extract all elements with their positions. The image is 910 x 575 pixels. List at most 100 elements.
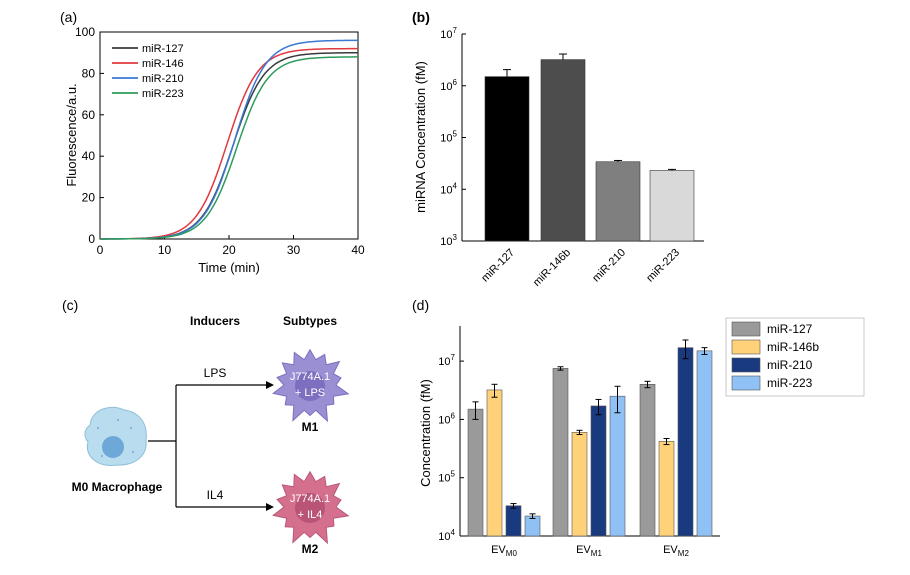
y-tick-base: 10 <box>438 531 450 543</box>
inducers-header: Inducers <box>190 314 240 328</box>
branch-connector <box>148 384 268 508</box>
panel-a-series-lines <box>100 39 359 240</box>
y-tick-label: 104 <box>440 181 457 196</box>
arrow-to-m1-icon <box>266 381 274 389</box>
il4-inducer-label: IL4 <box>207 488 224 502</box>
group-label-base: EV <box>576 544 591 556</box>
group-label-base: EV <box>491 544 506 556</box>
legend-label-mir-223: miR-223 <box>767 376 813 390</box>
panel-a-y-ticks: 0 20 40 60 80 100 <box>75 25 104 246</box>
y-tick-base: 10 <box>440 236 452 248</box>
y-tick-label: 103 <box>440 233 457 248</box>
y-tick-base: 10 <box>440 184 452 196</box>
legend-label-mir-146b: miR-146b <box>767 340 819 354</box>
panel-b-bars: miR-127 miR-146b miR-210 miR-223 <box>479 53 695 289</box>
y-tick-label: 104 <box>438 528 455 543</box>
series-line-mir-146 <box>100 47 358 240</box>
x-tick-label-mir-210: miR-210 <box>590 247 628 285</box>
series-line-mir-127 <box>100 52 358 240</box>
panel-d-y-axis-label: Concentration (fM) <box>418 379 433 487</box>
group-label-m0: EVM0 <box>491 544 517 558</box>
panel-b-label: (b) <box>412 9 430 25</box>
m1-nucleus <box>295 371 325 401</box>
y-tick-label: 106 <box>438 411 455 426</box>
legend-swatch-mir-127 <box>731 321 761 337</box>
y-tick-base: 10 <box>438 473 450 485</box>
bar-mir-223 <box>649 170 695 242</box>
bar-mir-210 <box>595 161 641 242</box>
y-tick-label: 20 <box>82 191 96 205</box>
panel-a-y-axis-label: Fluorescence/a.u. <box>64 83 79 186</box>
m0-label: M0 Macrophage <box>72 480 163 494</box>
bar-mir-127-m2 <box>639 383 656 537</box>
m2-cell-line: J774A.1 <box>290 493 330 505</box>
y-tick-base: 10 <box>440 29 452 41</box>
bar-mir-210-m0 <box>505 505 522 537</box>
legend-swatch-mir-210 <box>731 357 761 373</box>
group-label-m2: EVM2 <box>663 544 689 558</box>
y-tick-label: 100 <box>75 25 95 39</box>
series-line-mir-223 <box>100 56 358 240</box>
bar-mir-146b-m2 <box>658 441 675 537</box>
panel-a-x-axis-label: Time (min) <box>198 260 260 275</box>
m1-cell-line: J774A.1 <box>290 371 330 383</box>
group-label-subscript: M2 <box>678 549 690 558</box>
bar-mir-146b-m0 <box>486 389 503 537</box>
legend-label-mir-210: miR-210 <box>142 73 184 85</box>
x-tick-label: 0 <box>97 243 104 257</box>
group-label-subscript: M0 <box>506 549 518 558</box>
bar-mir-223-m2 <box>696 350 713 537</box>
y-tick-exponent: 5 <box>451 470 456 479</box>
bar-mir-223-m1 <box>609 395 626 537</box>
subtypes-header: Subtypes <box>283 314 337 328</box>
y-tick-exponent: 6 <box>451 411 456 420</box>
legend-label-mir-223: miR-223 <box>142 88 184 100</box>
y-tick-label: 40 <box>82 149 96 163</box>
m1-label: M1 <box>302 420 319 434</box>
bar-mir-127 <box>484 76 530 242</box>
y-tick-exponent: 7 <box>453 26 458 35</box>
bar-mir-210-m2 <box>677 347 694 537</box>
y-tick-exponent: 4 <box>453 181 458 190</box>
x-tick-label: 30 <box>287 243 301 257</box>
x-tick-label: 20 <box>222 243 236 257</box>
y-tick-label: 0 <box>88 232 95 246</box>
panel-a: (a) 0 10 20 30 40 0 20 40 60 80 100 Time (min) Fl… <box>60 9 365 275</box>
y-tick-exponent: 6 <box>453 78 458 87</box>
x-tick-label: 40 <box>351 243 365 257</box>
y-tick-exponent: 4 <box>451 528 456 537</box>
panel-b-y-axis-label: miRNA Concentration (fM) <box>413 61 428 213</box>
bar-mir-223-m0 <box>524 515 541 537</box>
y-tick-base: 10 <box>440 133 452 145</box>
y-tick-base: 10 <box>438 414 450 426</box>
lps-inducer-label: LPS <box>204 366 227 380</box>
x-tick-label-mir-146b: miR-146b <box>531 247 573 289</box>
panel-a-legend: miR-127 miR-146 miR-210 miR-223 <box>112 43 184 100</box>
y-tick-label: 60 <box>82 108 96 122</box>
legend-label-mir-127: miR-127 <box>142 43 184 55</box>
panel-a-x-ticks: 0 10 20 30 40 <box>97 235 365 257</box>
legend-swatch-mir-223 <box>731 375 761 391</box>
panel-d-legend: miR-127 miR-146b miR-210 miR-223 <box>725 317 865 397</box>
m1-inducer-note: + LPS <box>295 387 325 399</box>
group-label-m1: EVM1 <box>576 544 602 558</box>
group-label-base: EV <box>663 544 678 556</box>
legend-label-mir-146: miR-146 <box>142 58 184 70</box>
y-tick-base: 10 <box>440 81 452 93</box>
panel-d-label: (d) <box>412 297 429 313</box>
panel-c-label: (c) <box>62 297 78 313</box>
y-tick-base: 10 <box>438 356 450 368</box>
legend-label-mir-127: miR-127 <box>767 322 813 336</box>
y-tick-label: 107 <box>438 353 455 368</box>
legend-swatch-mir-146b <box>731 339 761 355</box>
x-tick-label-mir-223: miR-223 <box>644 247 682 285</box>
x-tick-label-mir-127: miR-127 <box>479 247 517 285</box>
bar-mir-127-m0 <box>467 408 484 537</box>
panel-c: (c) Inducers Subtypes M0 Macrophage LPS … <box>62 297 350 556</box>
y-tick-label: 106 <box>440 78 457 93</box>
x-tick-label: 10 <box>158 243 172 257</box>
